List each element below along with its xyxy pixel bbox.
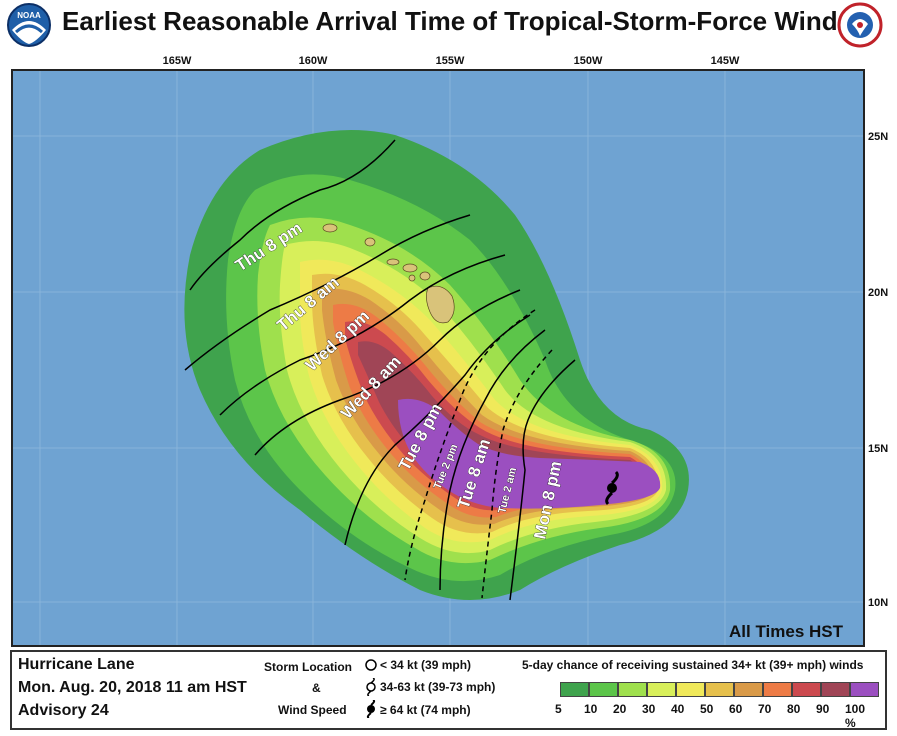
- probability-swatch: [792, 682, 821, 697]
- hurricane-symbol-icon: [605, 470, 619, 506]
- category-label: ≥ 64 kt (74 mph): [380, 703, 471, 717]
- probability-label: 30: [642, 702, 656, 716]
- probability-label: 5: [555, 702, 562, 716]
- noaa-logo-icon: NOAA: [7, 3, 51, 47]
- probability-swatch: [647, 682, 676, 697]
- lon-label: 145W: [711, 55, 740, 67]
- probability-label: 50: [700, 702, 714, 716]
- map-panel: 165W 160W 155W 150W 145W 25N 20N 15N 10N…: [11, 55, 888, 647]
- category-label: 34-63 kt (39-73 mph): [380, 680, 496, 694]
- hawaiian-islands: [322, 223, 455, 324]
- lon-label: 165W: [163, 55, 192, 67]
- probability-label: 20: [613, 702, 627, 716]
- storm-name: Hurricane Lane: [18, 656, 135, 673]
- probability-swatches: [560, 682, 879, 697]
- probability-swatch: [589, 682, 618, 697]
- wind-speed-label: Wind Speed: [278, 703, 347, 717]
- storm-location-label: Storm Location: [264, 660, 353, 674]
- arrival-contours: [184, 139, 576, 601]
- nws-logo-icon: [837, 2, 883, 48]
- hurricane-symbol-icon: [366, 700, 376, 718]
- probability-title: 5-day chance of receiving sustained 34+ …: [522, 658, 864, 672]
- lat-label: 25N: [868, 131, 888, 143]
- lat-label: 20N: [868, 287, 888, 299]
- advisory-number: Advisory 24: [18, 702, 109, 719]
- open-circle-icon: [365, 659, 377, 671]
- probability-swatch: [821, 682, 850, 697]
- lat-label: 10N: [868, 597, 888, 609]
- header: NOAA Earliest Reasonable Arrival Time of…: [0, 0, 897, 48]
- issued-time: Mon. Aug. 20, 2018 11 am HST: [18, 679, 247, 696]
- svg-text:NOAA: NOAA: [17, 11, 41, 20]
- lon-label: 155W: [436, 55, 465, 67]
- probability-swatch: [560, 682, 589, 697]
- legend-panel: Hurricane Lane Mon. Aug. 20, 2018 11 am …: [10, 650, 887, 730]
- lon-label: 160W: [299, 55, 328, 67]
- probability-labels: 5 10 20 30 40 50 60 70 80 90 100 %: [545, 702, 875, 730]
- map-frame: [11, 69, 865, 647]
- category-label: < 34 kt (39 mph): [380, 658, 472, 672]
- probability-label: 70: [758, 702, 772, 716]
- probability-swatch: [763, 682, 792, 697]
- probability-swatch: [705, 682, 734, 697]
- lat-label: 15N: [868, 443, 888, 455]
- probability-swatch: [734, 682, 763, 697]
- tropical-storm-symbol-icon: [366, 678, 376, 696]
- times-label: All Times HST: [729, 622, 844, 641]
- ampersand-label: &: [312, 681, 321, 695]
- page-title: Earliest Reasonable Arrival Time of Trop…: [62, 6, 853, 36]
- probability-label: 10: [584, 702, 598, 716]
- latitude-labels: 25N 20N 15N 10N: [868, 131, 888, 609]
- probability-bands: [184, 130, 689, 600]
- probability-swatch: [618, 682, 647, 697]
- probability-label: 40: [671, 702, 685, 716]
- probability-label: 80: [787, 702, 801, 716]
- longitude-labels: 165W 160W 155W 150W 145W: [163, 55, 740, 67]
- probability-swatch: [676, 682, 705, 697]
- probability-label: 100 %: [845, 702, 866, 730]
- lon-label: 150W: [574, 55, 603, 67]
- probability-label: 90: [816, 702, 830, 716]
- probability-label: 60: [729, 702, 743, 716]
- probability-swatch: [850, 682, 879, 697]
